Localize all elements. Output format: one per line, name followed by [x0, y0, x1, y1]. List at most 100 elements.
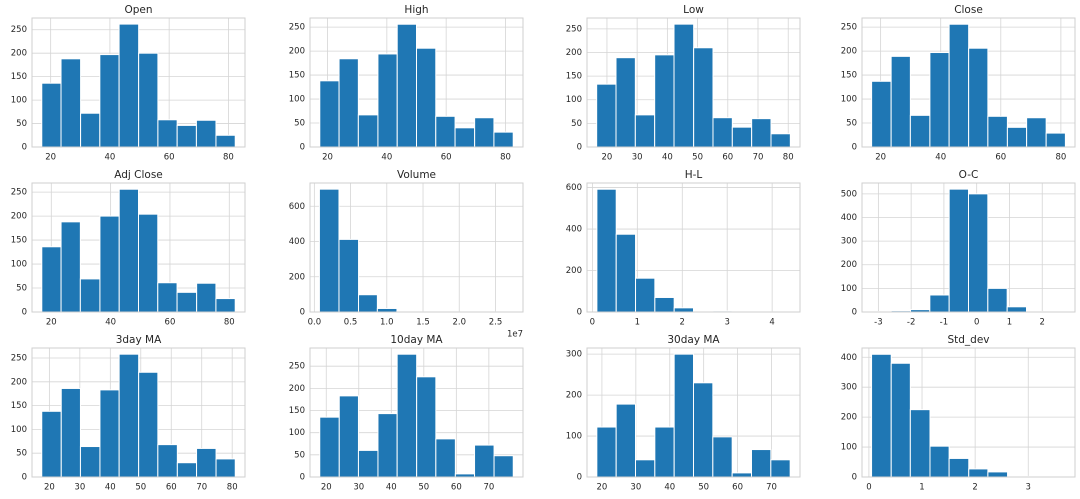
bar [731, 472, 752, 478]
bar [338, 238, 360, 313]
x-tick-label: -3 [874, 318, 882, 328]
chart-title: H-L [685, 169, 703, 181]
bar [215, 298, 236, 313]
y-tick-label: 100 [11, 96, 27, 106]
x-tick-label: 70 [483, 483, 494, 493]
x-tick-label: 3 [724, 318, 729, 328]
bar [770, 459, 791, 478]
bar [673, 23, 695, 148]
y-tick-label: 400 [289, 237, 305, 247]
bar [474, 444, 495, 478]
bar [99, 54, 120, 148]
x-tick-label: 80 [500, 153, 511, 163]
bar [987, 287, 1008, 313]
x-tick-label: 60 [732, 483, 743, 493]
x-tick-label: 70 [766, 483, 777, 493]
bar [871, 80, 892, 148]
x-tick-label: 0.0 [308, 318, 322, 328]
bar [890, 55, 911, 148]
bar [654, 426, 675, 478]
chart-title: Close [954, 4, 983, 16]
bar [357, 449, 379, 478]
bar [1006, 306, 1028, 313]
y-tick-label: 200 [11, 377, 27, 387]
y-tick-label: 50 [571, 119, 582, 129]
y-tick-label: 0 [22, 308, 27, 318]
bar [319, 80, 340, 148]
x-tick-label: 1 [635, 318, 640, 328]
y-tick-label: 150 [289, 71, 305, 81]
bar [357, 114, 379, 148]
y-tick-label: 150 [566, 72, 582, 82]
bar [176, 462, 198, 478]
bar [493, 131, 514, 148]
bar [635, 459, 656, 478]
bar [948, 457, 970, 478]
bar [929, 52, 950, 148]
bar [635, 277, 656, 313]
bar [176, 124, 197, 148]
bar [338, 395, 359, 478]
bar [929, 294, 950, 313]
bar [138, 371, 159, 478]
bar [157, 282, 178, 313]
y-tick-label: 0 [577, 308, 582, 318]
chart-title: 10day MA [390, 334, 443, 346]
y-tick-label: 200 [841, 260, 857, 270]
bar [596, 426, 617, 478]
x-tick-label: -1 [940, 318, 948, 328]
bar [987, 471, 1009, 478]
x-tick-label: 50 [692, 153, 703, 163]
bar [712, 436, 733, 478]
bar [377, 53, 398, 148]
y-tick-label: 200 [841, 47, 857, 57]
chart-title: High [404, 4, 428, 16]
x-tick-label: 30 [353, 483, 364, 493]
chart-title: Std_dev [947, 334, 989, 346]
bar [968, 193, 989, 313]
bar [138, 213, 159, 313]
x-offset-label: 1e7 [507, 330, 523, 340]
bar [176, 291, 198, 313]
x-tick-label: 60 [165, 318, 176, 328]
bar [118, 188, 139, 313]
x-tick-label: 80 [223, 153, 234, 163]
x-tick-label: 30 [74, 483, 85, 493]
bar [890, 362, 911, 478]
y-tick-label: 0 [577, 473, 582, 483]
y-tick-label: 600 [289, 202, 305, 212]
y-tick-label: 250 [11, 353, 27, 363]
y-tick-label: 600 [566, 183, 582, 193]
bar [493, 455, 514, 478]
y-tick-label: 50 [16, 449, 27, 459]
x-tick-label: 1.0 [380, 318, 394, 328]
x-tick-label: 80 [227, 483, 238, 493]
x-tick-label: 1.5 [416, 318, 430, 328]
x-tick-label: 50 [418, 483, 429, 493]
x-tick-label: 30 [632, 153, 643, 163]
bar [376, 307, 398, 313]
x-tick-label: 2.5 [489, 318, 503, 328]
bar [474, 117, 495, 148]
bar [215, 134, 236, 148]
bar [968, 468, 989, 478]
chart-title: Open [124, 4, 152, 16]
y-tick-label: 50 [294, 119, 305, 129]
y-tick-label: 250 [566, 24, 582, 34]
x-tick-label: 20 [602, 153, 613, 163]
y-tick-label: 100 [566, 432, 582, 442]
x-tick-label: 40 [104, 153, 115, 163]
x-tick-label: 0.5 [344, 318, 358, 328]
x-tick-label: 20 [44, 483, 55, 493]
bar [99, 389, 120, 478]
x-tick-label: 20 [597, 483, 608, 493]
y-tick-label: 200 [11, 49, 27, 59]
bar [41, 82, 62, 148]
y-tick-label: 0 [300, 143, 305, 153]
bar [60, 387, 81, 478]
bar [79, 446, 101, 478]
bar [1006, 126, 1028, 148]
bar [634, 114, 656, 148]
x-tick-label: 3 [1026, 483, 1031, 493]
bar [712, 117, 733, 148]
